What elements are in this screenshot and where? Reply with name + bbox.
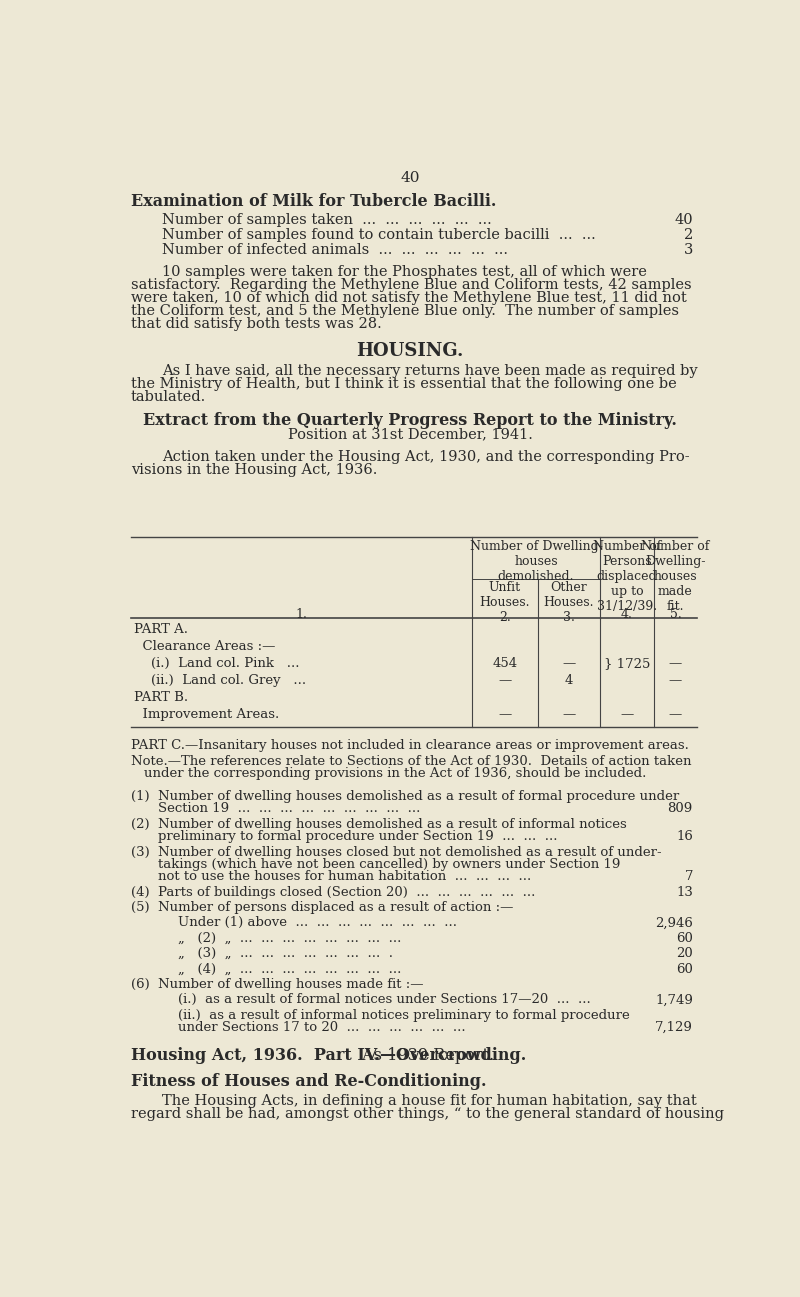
Text: Number of dwelling houses demolished as a result of informal notices: Number of dwelling houses demolished as … (158, 818, 627, 831)
Text: Number of dwelling houses demolished as a result of formal procedure under: Number of dwelling houses demolished as … (158, 790, 679, 803)
Text: Number of samples taken  ...  ...  ...  ...  ...  ...: Number of samples taken ... ... ... ... … (162, 214, 492, 227)
Text: —: — (498, 674, 511, 687)
Text: (3): (3) (131, 846, 150, 859)
Text: (ii.)  Land col. Grey   ...: (ii.) Land col. Grey ... (134, 674, 306, 687)
Text: 40: 40 (674, 214, 693, 227)
Text: —: — (669, 656, 682, 671)
Text: 3: 3 (683, 243, 693, 257)
Text: under the corresponding provisions in the Act of 1936, should be included.: under the corresponding provisions in th… (144, 767, 646, 779)
Text: (5): (5) (131, 901, 150, 914)
Text: The Housing Acts, in defining a house fit for human habitation, say that: The Housing Acts, in defining a house fi… (162, 1093, 697, 1108)
Text: satisfactory.  Regarding the Methylene Blue and Coliform tests, 42 samples: satisfactory. Regarding the Methylene Bl… (131, 278, 692, 292)
Text: (6): (6) (131, 978, 150, 991)
Text: 13: 13 (676, 886, 693, 899)
Text: 454: 454 (492, 656, 518, 671)
Text: Number of Dwelling-
houses
demolished.: Number of Dwelling- houses demolished. (470, 540, 602, 582)
Text: As 1939 Report.: As 1939 Report. (352, 1047, 494, 1065)
Text: —: — (562, 708, 575, 721)
Text: —: — (498, 708, 511, 721)
Text: Unfit
Houses.
2.: Unfit Houses. 2. (480, 581, 530, 624)
Text: „   (2)  „  ...  ...  ...  ...  ...  ...  ...  ...: „ (2) „ ... ... ... ... ... ... ... ... (178, 931, 401, 944)
Text: 60: 60 (676, 931, 693, 944)
Text: Position at 31st December, 1941.: Position at 31st December, 1941. (287, 428, 533, 441)
Text: preliminary to formal procedure under Section 19  ...  ...  ...: preliminary to formal procedure under Se… (158, 830, 558, 843)
Text: 10 samples were taken for the Phosphates test, all of which were: 10 samples were taken for the Phosphates… (162, 265, 647, 279)
Text: —: — (620, 708, 634, 721)
Text: Housing Act, 1936.  Part IV.—Overcrowding.: Housing Act, 1936. Part IV.—Overcrowding… (131, 1047, 526, 1065)
Text: (i.)  Land col. Pink   ...: (i.) Land col. Pink ... (134, 656, 300, 671)
Text: PART B.: PART B. (134, 691, 188, 704)
Text: Number of persons displaced as a result of action :—: Number of persons displaced as a result … (158, 901, 514, 914)
Text: takings (which have not been cancelled) by owners under Section 19: takings (which have not been cancelled) … (158, 857, 621, 870)
Text: PART C.—Insanitary houses not included in clearance areas or improvement areas.: PART C.—Insanitary houses not included i… (131, 739, 689, 752)
Text: not to use the houses for human habitation  ...  ...  ...  ...: not to use the houses for human habitati… (158, 870, 531, 883)
Text: (2): (2) (131, 818, 150, 831)
Text: Improvement Areas.: Improvement Areas. (134, 708, 279, 721)
Text: } 1725: } 1725 (604, 656, 650, 671)
Text: 40: 40 (400, 171, 420, 185)
Text: Note.—The references relate to Sections of the Act of 1930.  Details of action t: Note.—The references relate to Sections … (131, 755, 691, 768)
Text: Action taken under the Housing Act, 1930, and the corresponding Pro-: Action taken under the Housing Act, 1930… (162, 450, 690, 464)
Text: tabulated.: tabulated. (131, 389, 206, 403)
Text: Number of samples found to contain tubercle bacilli  ...  ...: Number of samples found to contain tuber… (162, 228, 596, 243)
Text: 60: 60 (676, 962, 693, 975)
Text: 2,946: 2,946 (655, 917, 693, 930)
Text: 7,129: 7,129 (655, 1021, 693, 1034)
Text: regard shall be had, amongst other things, “ to the general standard of housing: regard shall be had, amongst other thing… (131, 1106, 724, 1121)
Text: were taken, 10 of which did not satisfy the Methylene Blue test, 11 did not: were taken, 10 of which did not satisfy … (131, 291, 686, 305)
Text: Examination of Milk for Tubercle Bacilli.: Examination of Milk for Tubercle Bacilli… (131, 192, 496, 210)
Text: Clearance Areas :—: Clearance Areas :— (134, 639, 275, 652)
Text: (ii.)  as a result of informal notices preliminary to formal procedure: (ii.) as a result of informal notices pr… (178, 1009, 630, 1022)
Text: that did satisfy both tests was 28.: that did satisfy both tests was 28. (131, 318, 382, 331)
Text: 4.: 4. (621, 608, 633, 621)
Text: the Coliform test, and 5 the Methylene Blue only.  The number of samples: the Coliform test, and 5 the Methylene B… (131, 305, 679, 318)
Text: visions in the Housing Act, 1936.: visions in the Housing Act, 1936. (131, 463, 378, 477)
Text: 20: 20 (676, 947, 693, 960)
Text: Number of infected animals  ...  ...  ...  ...  ...  ...: Number of infected animals ... ... ... .… (162, 243, 508, 257)
Text: (4): (4) (131, 886, 150, 899)
Text: Number of
Dwelling-
houses
made
fit.: Number of Dwelling- houses made fit. (642, 540, 710, 613)
Text: (1): (1) (131, 790, 150, 803)
Text: Number of dwelling houses closed but not demolished as a result of under-: Number of dwelling houses closed but not… (158, 846, 662, 859)
Text: (i.)  as a result of formal notices under Sections 17—20  ...  ...: (i.) as a result of formal notices under… (178, 994, 590, 1006)
Text: 1,749: 1,749 (655, 994, 693, 1006)
Text: HOUSING.: HOUSING. (356, 342, 464, 361)
Text: —: — (669, 708, 682, 721)
Text: Extract from the Quarterly Progress Report to the Ministry.: Extract from the Quarterly Progress Repo… (143, 412, 677, 429)
Text: Other
Houses.
3.: Other Houses. 3. (544, 581, 594, 624)
Text: Number of dwelling houses made fit :—: Number of dwelling houses made fit :— (158, 978, 424, 991)
Text: 809: 809 (668, 803, 693, 816)
Text: —: — (562, 656, 575, 671)
Text: Section 19  ...  ...  ...  ...  ...  ...  ...  ...  ...: Section 19 ... ... ... ... ... ... ... .… (158, 803, 421, 816)
Text: Under (1) above  ...  ...  ...  ...  ...  ...  ...  ...: Under (1) above ... ... ... ... ... ... … (178, 917, 457, 930)
Text: As I have said, all the necessary returns have been made as required by: As I have said, all the necessary return… (162, 363, 698, 377)
Text: under Sections 17 to 20  ...  ...  ...  ...  ...  ...: under Sections 17 to 20 ... ... ... ... … (178, 1021, 465, 1034)
Text: 4: 4 (565, 674, 573, 687)
Text: Number of
Persons
displaced
up to
31/12/39.: Number of Persons displaced up to 31/12/… (593, 540, 661, 613)
Text: 1.: 1. (295, 608, 307, 621)
Text: Fitness of Houses and Re-Conditioning.: Fitness of Houses and Re-Conditioning. (131, 1074, 486, 1091)
Text: 5.: 5. (670, 608, 682, 621)
Text: 7: 7 (684, 870, 693, 883)
Text: PART A.: PART A. (134, 623, 188, 636)
Text: —: — (669, 674, 682, 687)
Text: 2: 2 (684, 228, 693, 243)
Text: „   (4)  „  ...  ...  ...  ...  ...  ...  ...  ...: „ (4) „ ... ... ... ... ... ... ... ... (178, 962, 401, 975)
Text: Parts of buildings closed (Section 20)  ...  ...  ...  ...  ...  ...: Parts of buildings closed (Section 20) .… (158, 886, 535, 899)
Text: 16: 16 (676, 830, 693, 843)
Text: the Ministry of Health, but I think it is essential that the following one be: the Ministry of Health, but I think it i… (131, 376, 677, 390)
Text: „   (3)  „  ...  ...  ...  ...  ...  ...  ...  .: „ (3) „ ... ... ... ... ... ... ... . (178, 947, 393, 960)
